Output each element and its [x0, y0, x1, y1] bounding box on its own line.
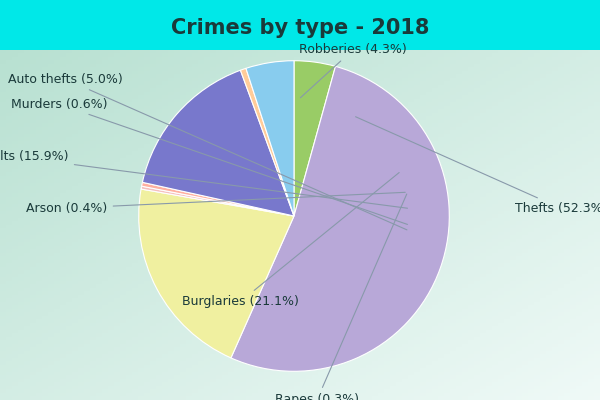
- Wedge shape: [241, 68, 294, 216]
- Wedge shape: [141, 186, 294, 216]
- Text: Rapes (0.3%): Rapes (0.3%): [275, 194, 407, 400]
- Wedge shape: [142, 70, 294, 216]
- Text: Auto thefts (5.0%): Auto thefts (5.0%): [8, 73, 407, 230]
- Wedge shape: [231, 66, 449, 371]
- Text: Murders (0.6%): Murders (0.6%): [11, 98, 407, 224]
- Text: Burglaries (21.1%): Burglaries (21.1%): [182, 172, 399, 308]
- Wedge shape: [246, 61, 294, 216]
- Text: Robberies (4.3%): Robberies (4.3%): [299, 43, 407, 98]
- Text: Assaults (15.9%): Assaults (15.9%): [0, 150, 407, 208]
- Wedge shape: [139, 189, 294, 358]
- Wedge shape: [142, 182, 294, 216]
- Wedge shape: [294, 61, 335, 216]
- Text: Arson (0.4%): Arson (0.4%): [26, 192, 405, 215]
- Text: Thefts (52.3%): Thefts (52.3%): [356, 117, 600, 215]
- Text: Crimes by type - 2018: Crimes by type - 2018: [171, 18, 429, 38]
